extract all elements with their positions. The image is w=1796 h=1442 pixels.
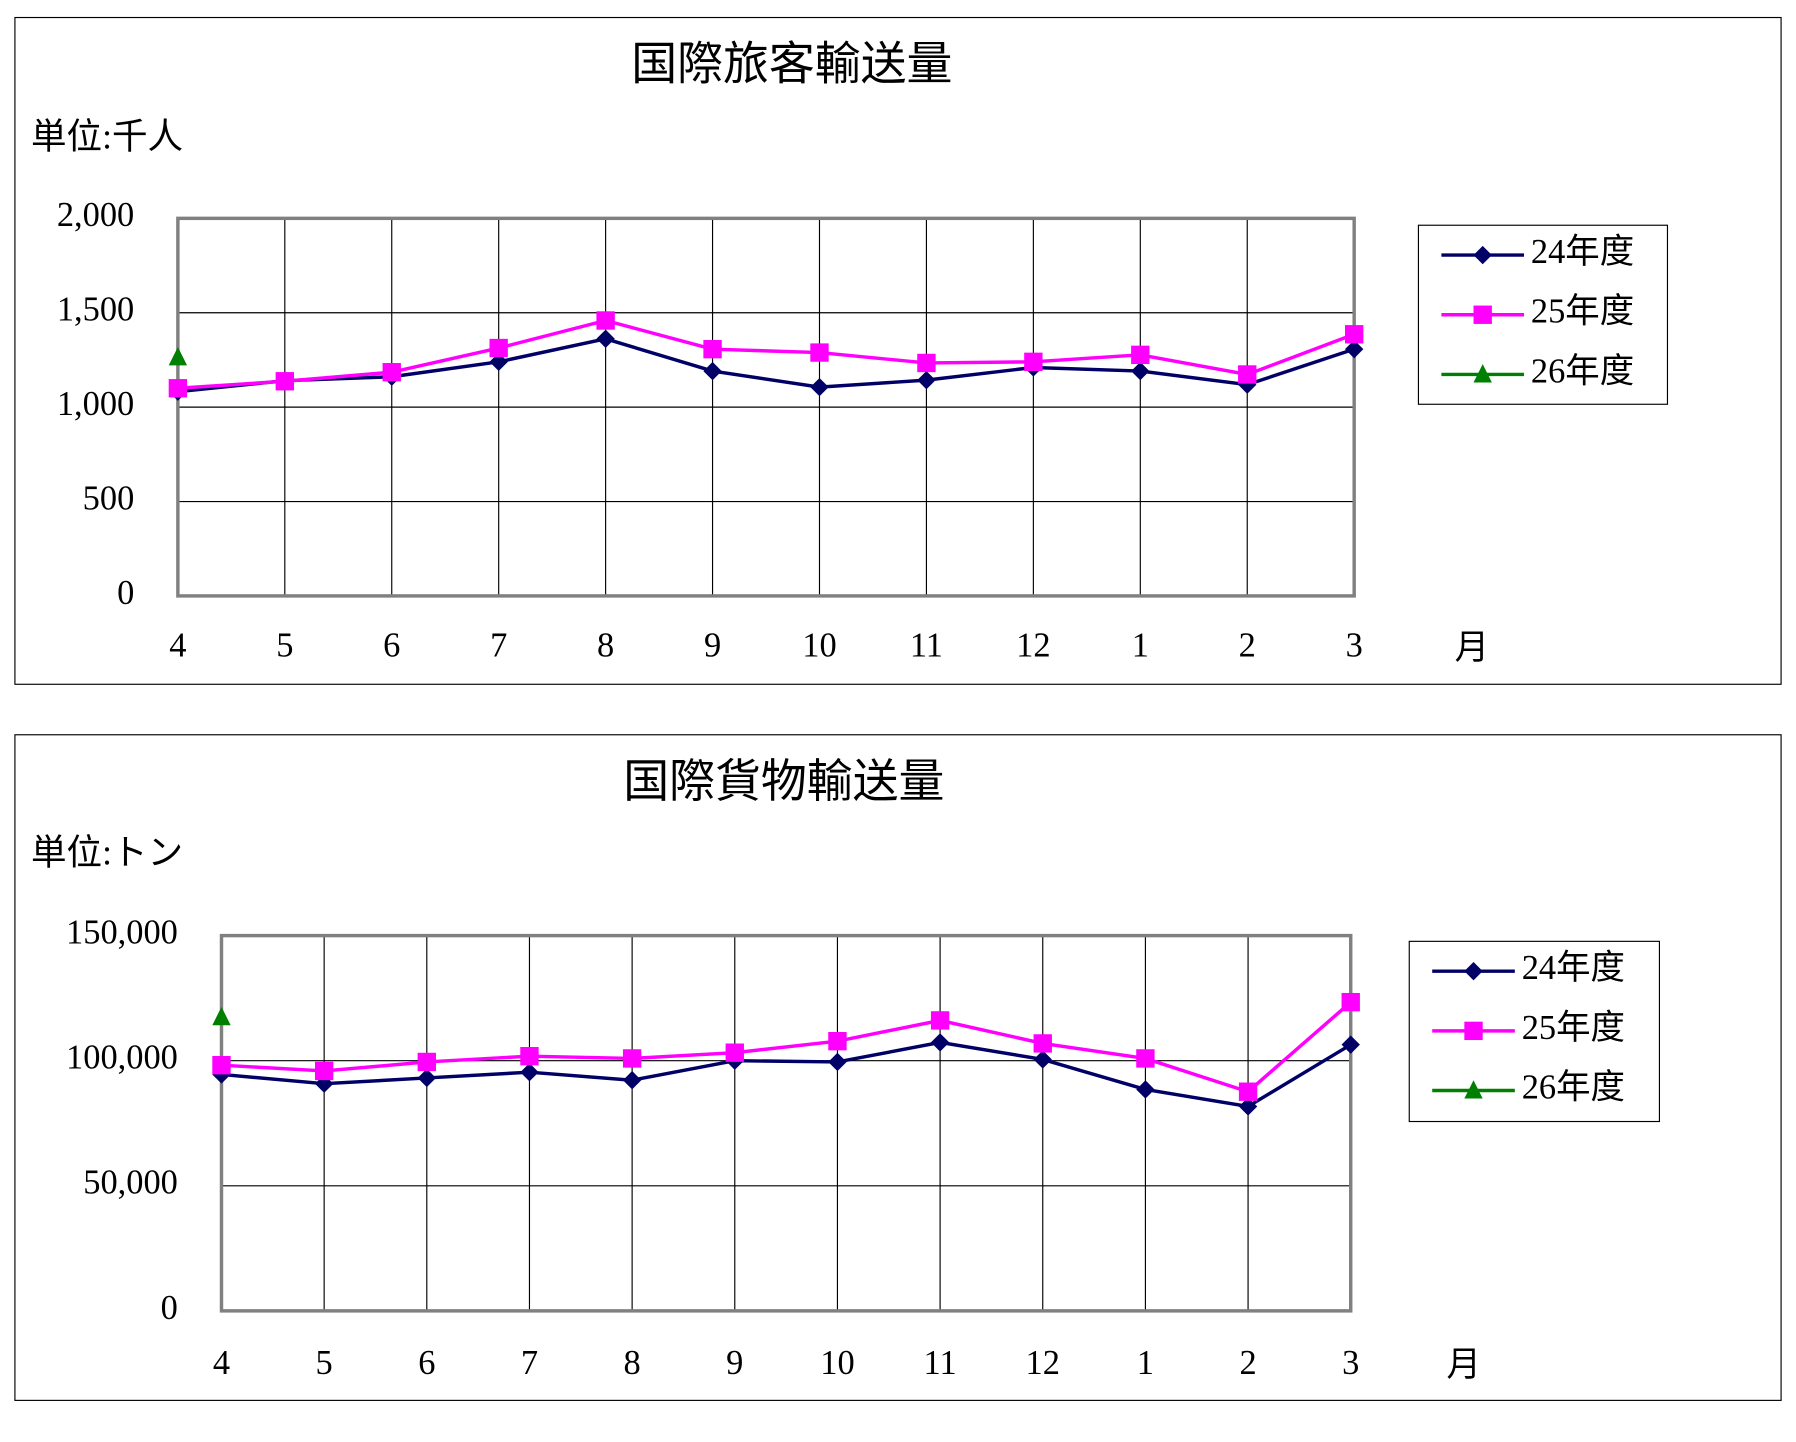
chart-title: 国際貨物輸送量 xyxy=(623,756,944,807)
x-tick-label: 6 xyxy=(418,1344,435,1382)
x-tick-label: 7 xyxy=(521,1344,538,1382)
marker xyxy=(810,377,829,397)
series-line xyxy=(177,337,1355,394)
legend-label: 25年度 xyxy=(1522,1009,1625,1047)
marker xyxy=(917,370,936,390)
x-tick-label: 10 xyxy=(802,627,836,665)
marker xyxy=(212,1056,231,1075)
marker xyxy=(1464,961,1483,981)
marker xyxy=(703,361,722,381)
marker xyxy=(622,1049,642,1068)
marker xyxy=(168,346,188,366)
marker xyxy=(1024,352,1043,372)
marker xyxy=(1238,365,1257,384)
x-tick-label: 4 xyxy=(213,1344,230,1382)
x-tick-label: 2 xyxy=(1239,627,1256,665)
marker xyxy=(703,339,722,359)
legend-label: 24年度 xyxy=(1522,949,1625,987)
x-tick-label: 1 xyxy=(1132,627,1149,665)
marker xyxy=(596,311,615,330)
legend-label: 24年度 xyxy=(1531,233,1634,271)
marker xyxy=(622,1071,642,1090)
chart-title: 国際旅客輸送量 xyxy=(631,39,952,90)
marker xyxy=(1344,325,1364,344)
x-tick-label: 11 xyxy=(924,1344,957,1382)
y-tick-label: 0 xyxy=(117,574,134,612)
marker xyxy=(1033,1034,1052,1053)
series-line xyxy=(221,1000,1352,1094)
x-tick-label: 3 xyxy=(1342,1344,1359,1382)
legend-label: 26年度 xyxy=(1522,1068,1625,1106)
marker xyxy=(725,1043,744,1062)
marker xyxy=(828,1031,847,1051)
unit-label: 単位:トン xyxy=(31,833,183,873)
series-line xyxy=(177,318,1355,390)
panel xyxy=(14,16,1782,685)
x-tick-label: 3 xyxy=(1346,627,1363,665)
marker xyxy=(596,329,615,348)
marker xyxy=(930,1011,950,1030)
y-tick-label: 0 xyxy=(161,1289,178,1327)
marker xyxy=(917,353,936,373)
plot-frame xyxy=(176,216,1356,598)
marker xyxy=(828,1052,847,1072)
marker xyxy=(1344,339,1364,359)
x-tick-label: 6 xyxy=(383,627,400,665)
marker xyxy=(810,343,829,362)
y-tick-label: 500 xyxy=(83,479,135,517)
plot-frame xyxy=(219,933,1353,1313)
marker xyxy=(1131,345,1150,365)
marker xyxy=(1238,1097,1258,1116)
marker xyxy=(1473,245,1492,265)
marker xyxy=(1464,1080,1483,1099)
x-tick-label: 5 xyxy=(316,1344,333,1382)
marker xyxy=(314,1061,334,1081)
marker xyxy=(1473,305,1492,324)
legend-label: 26年度 xyxy=(1531,352,1634,390)
marker xyxy=(1473,364,1492,383)
marker xyxy=(382,363,401,382)
panel xyxy=(14,734,1782,1401)
marker xyxy=(212,1006,231,1026)
marker xyxy=(1136,1049,1155,1068)
legend-label: 25年度 xyxy=(1531,293,1634,331)
series-line xyxy=(221,1040,1352,1109)
unit-label: 単位:千人 xyxy=(31,116,183,156)
marker xyxy=(417,1068,436,1088)
x-tick-label: 2 xyxy=(1239,1344,1256,1382)
x-tick-label: 4 xyxy=(169,627,186,665)
x-tick-label: 10 xyxy=(820,1344,854,1382)
marker xyxy=(1341,992,1360,1012)
y-tick-label: 50,000 xyxy=(83,1164,178,1202)
x-tick-label: 5 xyxy=(276,627,293,665)
x-axis-label: 月 xyxy=(1446,1346,1480,1384)
x-tick-label: 7 xyxy=(490,627,507,665)
marker xyxy=(275,372,294,391)
marker xyxy=(417,1052,436,1072)
x-tick-label: 12 xyxy=(1026,1344,1060,1382)
marker xyxy=(168,379,188,398)
marker xyxy=(489,352,508,372)
marker xyxy=(1136,1080,1155,1099)
y-tick-label: 150,000 xyxy=(66,914,178,952)
y-tick-label: 1,500 xyxy=(57,291,134,329)
x-axis-label: 月 xyxy=(1455,629,1489,667)
marker xyxy=(520,1047,539,1066)
x-tick-label: 8 xyxy=(597,627,614,665)
marker xyxy=(930,1033,950,1052)
x-tick-label: 9 xyxy=(726,1344,743,1382)
x-tick-label: 1 xyxy=(1137,1344,1154,1382)
x-tick-label: 12 xyxy=(1016,627,1050,665)
y-tick-label: 2,000 xyxy=(57,196,134,234)
y-tick-label: 1,000 xyxy=(57,385,134,423)
marker xyxy=(1238,1082,1258,1101)
y-tick-label: 100,000 xyxy=(66,1039,178,1077)
x-tick-label: 11 xyxy=(910,627,943,665)
x-tick-label: 9 xyxy=(704,627,721,665)
marker xyxy=(489,338,508,358)
marker xyxy=(1464,1021,1483,1041)
x-tick-label: 8 xyxy=(624,1344,641,1382)
